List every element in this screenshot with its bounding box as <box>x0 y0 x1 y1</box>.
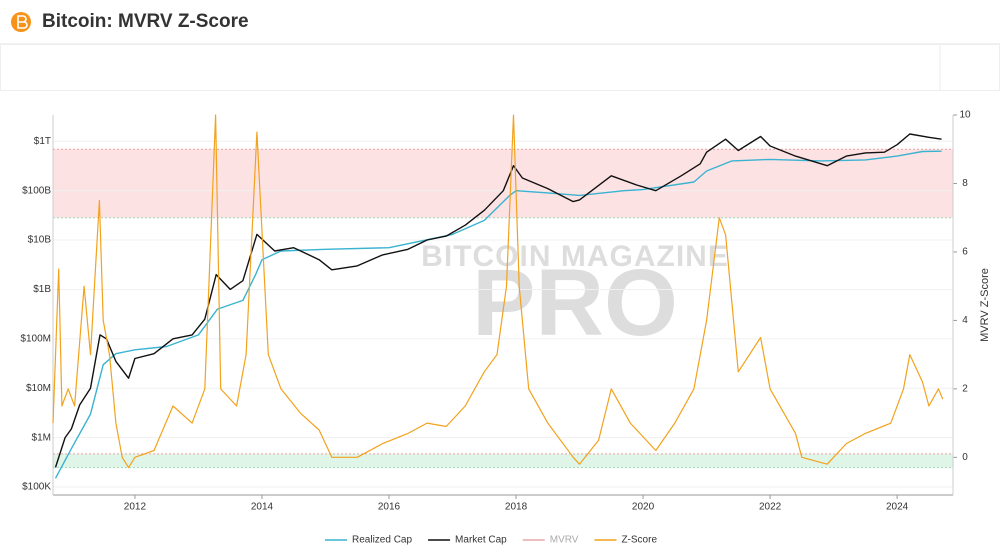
y-tick-label: $1M <box>32 432 51 443</box>
x-tick-label: 2020 <box>632 502 655 513</box>
y-tick-label: $1T <box>34 136 51 147</box>
x-tick-label: 2024 <box>886 502 909 513</box>
watermark-text: BITCOIN MAGAZINE <box>421 240 729 273</box>
y2-tick-label: 8 <box>962 178 968 189</box>
series-line <box>52 114 944 469</box>
y2-tick-label: 2 <box>962 384 968 395</box>
series-line <box>54 133 942 468</box>
y2-tick-label: 4 <box>962 315 968 326</box>
legend-item[interactable]: Market Cap <box>428 535 507 546</box>
x-tick-label: 2014 <box>251 502 274 513</box>
band <box>53 149 953 218</box>
legend-item[interactable]: Realized Cap <box>325 535 412 546</box>
legend-label: Z-Score <box>621 535 657 546</box>
legend-label: MVRV <box>550 535 579 546</box>
legend-item[interactable]: MVRV <box>522 535 579 546</box>
x-tick-label: 2022 <box>759 502 782 513</box>
y-tick-label: $100B <box>22 185 51 196</box>
page-title: Bitcoin: MVRV Z-Score <box>42 11 249 32</box>
series-line <box>54 150 942 479</box>
legend-label: Realized Cap <box>352 535 412 546</box>
legend-item[interactable]: Z-Score <box>594 535 657 546</box>
y-tick-label: $100M <box>20 333 51 344</box>
bitcoin-icon-glyph <box>17 15 28 29</box>
y-tick-label: $100K <box>22 482 51 493</box>
band <box>53 453 953 468</box>
y2-tick-label: 6 <box>962 247 968 258</box>
y2-tick-label: 0 <box>962 452 968 463</box>
x-tick-label: 2012 <box>124 502 147 513</box>
y-tick-label: $1B <box>33 284 51 295</box>
y-tick-label: $10M <box>26 383 51 394</box>
y2-tick-label: 10 <box>959 110 971 121</box>
watermark-text: PRO <box>472 250 678 356</box>
x-tick-label: 2018 <box>505 502 528 513</box>
x-tick-label: 2016 <box>378 502 401 513</box>
y2-axis-label: MVRV Z-Score <box>979 268 991 342</box>
legend-label: Market Cap <box>455 535 507 546</box>
y-tick-label: $10B <box>28 235 52 246</box>
